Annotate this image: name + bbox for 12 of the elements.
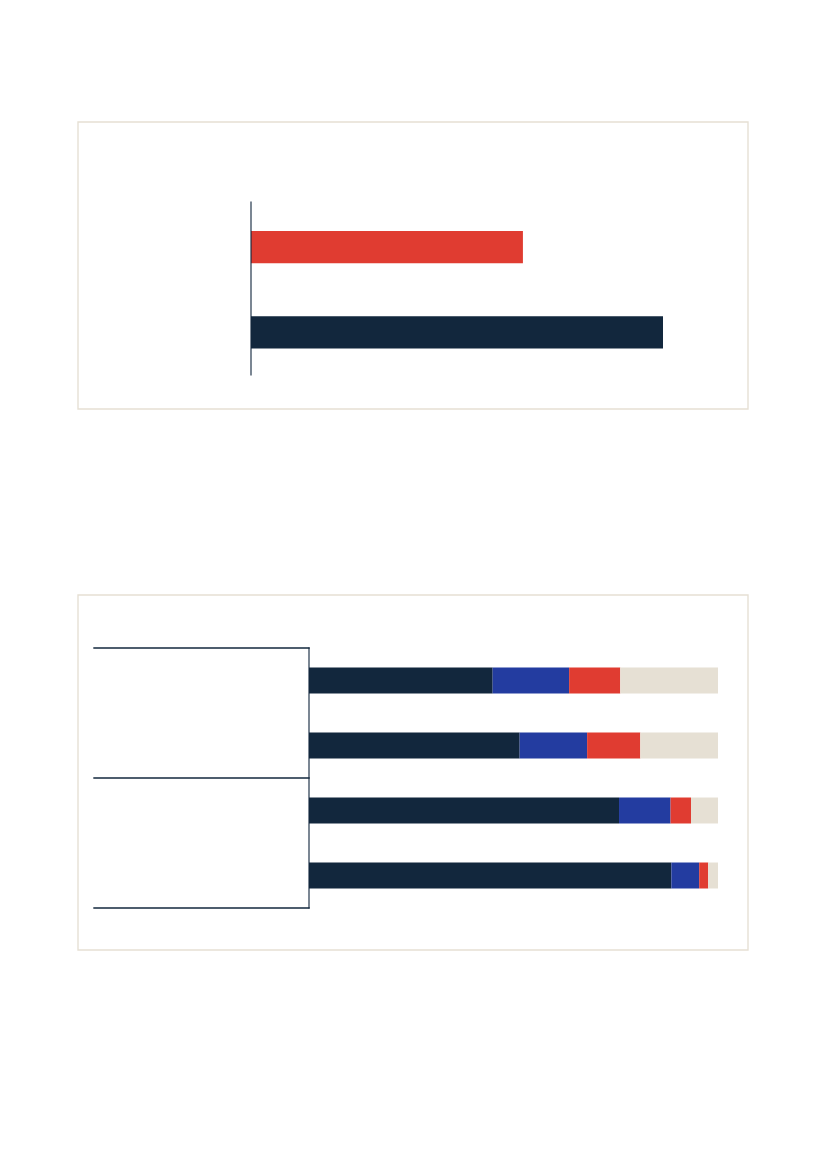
bar	[671, 862, 700, 889]
bar	[619, 797, 671, 824]
bar	[492, 667, 570, 694]
bar	[620, 667, 718, 694]
bar	[699, 862, 709, 889]
bar	[569, 667, 621, 694]
bar	[670, 797, 692, 824]
bar	[519, 732, 588, 759]
bar	[691, 797, 718, 824]
bar	[640, 732, 718, 759]
bar	[587, 732, 641, 759]
bar	[708, 862, 718, 889]
